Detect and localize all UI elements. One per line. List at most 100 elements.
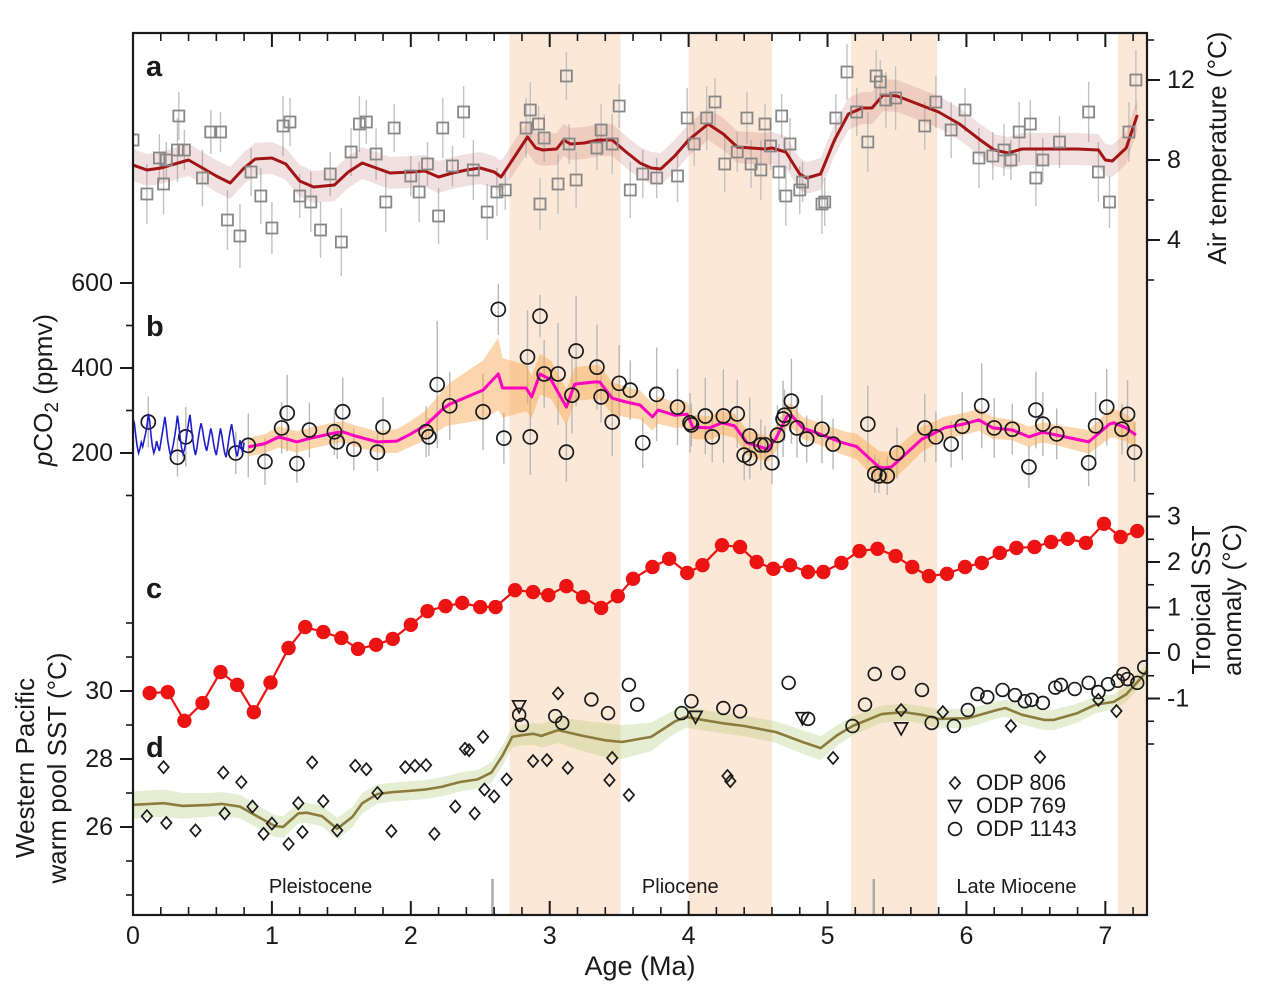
square-marker	[533, 197, 547, 211]
dot-marker	[316, 624, 331, 640]
square-marker	[379, 195, 393, 209]
circle-marker	[769, 427, 786, 443]
y-tick-label: 600	[71, 269, 113, 297]
circle-marker	[871, 468, 887, 484]
sst-anomaly-axis-title-line1: Tropical SST	[1186, 525, 1216, 674]
square-marker	[775, 109, 789, 123]
square-marker	[1082, 105, 1096, 119]
diamond-marker	[826, 750, 840, 766]
dot-marker	[575, 589, 591, 605]
circle-marker	[789, 420, 805, 436]
square-marker	[276, 119, 290, 133]
circle-marker	[1120, 671, 1135, 687]
dot-marker	[1113, 529, 1128, 545]
circle-marker	[928, 429, 944, 445]
y-tick-label: 400	[71, 354, 113, 382]
square-marker	[569, 173, 583, 187]
y-tick-label: 28	[85, 745, 113, 773]
dot-marker	[142, 685, 157, 701]
epoch-label: Pliocene	[642, 876, 719, 898]
square-marker	[818, 195, 832, 209]
triangle-down-marker	[947, 799, 963, 815]
circle-marker	[634, 434, 651, 451]
square-marker	[829, 111, 843, 125]
circle-marker	[859, 416, 876, 432]
pco2-axis-minor	[126, 324, 133, 497]
square-marker	[1004, 153, 1018, 167]
square-marker	[159, 153, 173, 167]
dot-marker	[298, 619, 313, 635]
circle-marker	[334, 403, 351, 420]
square-marker	[594, 123, 608, 137]
square-marker	[918, 119, 932, 133]
circle-marker	[946, 718, 962, 734]
square-marker	[850, 105, 864, 119]
diamond-marker	[291, 795, 305, 811]
circle-marker	[329, 434, 346, 450]
circle-marker	[757, 437, 773, 453]
square-marker	[730, 145, 744, 159]
circle-marker	[684, 693, 699, 709]
diamond-marker	[360, 761, 373, 777]
diamond-marker	[218, 806, 232, 821]
y-tick-label: -1	[1167, 685, 1189, 713]
square-marker	[754, 163, 768, 177]
dot-marker	[800, 564, 816, 580]
pco2-error-bars	[147, 283, 1136, 496]
dot-marker	[1096, 516, 1112, 531]
square-marker	[671, 169, 684, 183]
y-tick-label: 4	[1167, 226, 1181, 254]
panel-letter-d: d	[146, 732, 164, 764]
circle-marker	[916, 420, 933, 436]
circle-marker	[550, 366, 566, 382]
square-marker	[1036, 153, 1050, 167]
circle-marker	[375, 419, 391, 435]
circle-marker	[1130, 675, 1145, 691]
circle-marker	[600, 705, 616, 721]
sst-anomaly-axis-title-line2: anomaly (°C)	[1217, 524, 1247, 676]
triangle-down-marker	[687, 710, 704, 726]
interglacial-highlight-bands	[509, 34, 1147, 914]
circle-marker	[1028, 402, 1044, 418]
diamond-marker	[476, 729, 490, 745]
warm-pool-uncertainty-band	[134, 664, 1146, 840]
circle-marker	[669, 399, 686, 415]
circle-marker	[1080, 454, 1097, 471]
circle-marker	[346, 441, 362, 458]
square-marker	[140, 187, 154, 201]
circle-marker	[1126, 444, 1143, 460]
dot-marker	[834, 555, 849, 571]
air-temp-axis-title: Air temperature (°C)	[1202, 32, 1232, 265]
pco2-smoothed-line	[248, 372, 1137, 470]
square-marker	[532, 117, 545, 131]
dot-marker	[559, 578, 574, 594]
y-tick-label: 200	[71, 439, 113, 467]
circle-marker	[682, 414, 698, 431]
square-marker	[772, 165, 786, 179]
diamond-marker	[468, 806, 482, 821]
square-marker	[1029, 171, 1043, 185]
square-marker	[490, 185, 504, 199]
circle-marker	[776, 407, 793, 424]
pco2-data-points	[140, 301, 1143, 484]
circle-marker	[429, 376, 446, 393]
square-marker	[369, 147, 383, 161]
panel-d-warm-pool-sst	[134, 659, 1146, 852]
diamond-marker	[948, 775, 962, 791]
square-marker	[997, 143, 1011, 157]
dot-marker	[1130, 523, 1145, 539]
diamond-marker	[235, 774, 248, 790]
y-tick-label: 30	[85, 677, 113, 705]
circle-marker	[1091, 684, 1106, 700]
circle-marker	[741, 428, 758, 444]
diamond-marker	[551, 686, 565, 701]
square-marker	[783, 137, 797, 151]
diamond-marker	[257, 826, 270, 842]
square-marker	[157, 177, 170, 191]
square-marker	[221, 213, 234, 227]
square-marker	[244, 165, 258, 179]
circle-marker	[867, 666, 882, 682]
square-marker	[466, 163, 480, 177]
square-marker	[172, 109, 186, 123]
